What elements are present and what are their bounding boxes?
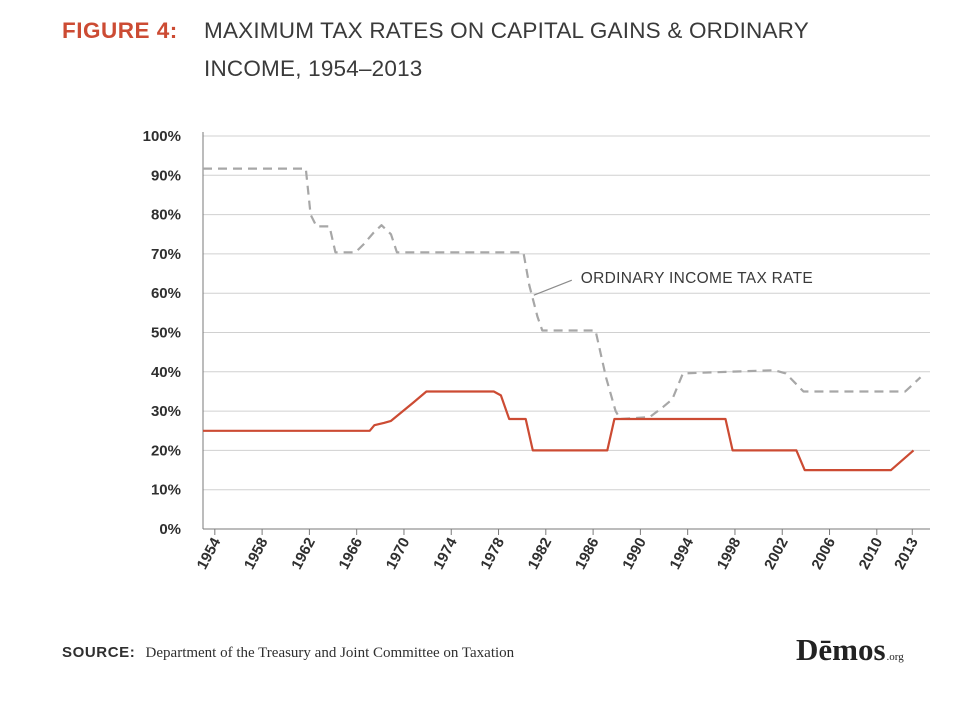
x-tick-label-1974: 1974 <box>430 534 461 572</box>
x-tick-label-1954: 1954 <box>194 534 225 572</box>
y-tick-label-80: 80% <box>151 207 181 224</box>
annotation-ordinary-income-label: ORDINARY INCOME TAX RATE <box>581 270 813 287</box>
x-tick-label-1970: 1970 <box>383 535 414 572</box>
logo-wordmark: Dēmos <box>796 632 886 667</box>
source-text: Department of the Treasury and Joint Com… <box>145 645 515 661</box>
axes <box>202 132 930 530</box>
y-tick-label-50: 50% <box>151 325 181 342</box>
demos-logo: Dēmos.org <box>796 632 904 668</box>
y-tick-label-0: 0% <box>159 521 181 538</box>
source-note: SOURCE: Department of the Treasury and J… <box>62 644 514 662</box>
figure-title-line-1: MAXIMUM TAX RATES ON CAPITAL GAINS & ORD… <box>204 18 809 43</box>
x-tick-label-1990: 1990 <box>619 535 650 572</box>
x-tick-label-2010: 2010 <box>856 535 887 572</box>
y-tick-label-60: 60% <box>151 285 181 302</box>
source-label: SOURCE: <box>62 644 136 661</box>
logo-suffix: .org <box>886 651 904 663</box>
x-tick-label-1958: 1958 <box>241 535 272 572</box>
figure-title-line-2: INCOME, 1954–2013 <box>204 56 423 81</box>
y-tick-label-30: 30% <box>151 403 181 420</box>
x-tick-label-2006: 2006 <box>808 535 839 572</box>
x-tick-label-1962: 1962 <box>288 535 319 572</box>
x-tick-label-1982: 1982 <box>525 535 556 572</box>
y-axis-ticks: 0% 10% 20% 30% 40% 50% 60% 70% 80% 90% 100% <box>143 128 181 538</box>
x-tick-label-1998: 1998 <box>714 535 745 572</box>
y-tick-label-20: 20% <box>151 442 181 459</box>
x-tick-label-1986: 1986 <box>572 535 603 572</box>
series-lines <box>203 167 922 472</box>
y-tick-label-90: 90% <box>151 167 181 184</box>
y-tick-label-10: 10% <box>151 482 181 499</box>
x-axis-ticks: 1954 1958 1962 1966 1970 1974 1978 1982 1986 1990… <box>194 529 922 572</box>
x-tick-label-1966: 1966 <box>336 535 367 572</box>
figure-label: FIGURE 4: <box>62 18 178 43</box>
x-tick-label-2002: 2002 <box>761 535 792 572</box>
annotation-leader-line <box>533 279 573 296</box>
x-tick-label-2013: 2013 <box>891 535 922 572</box>
annotations: ORDINARY INCOME TAX RATE <box>533 270 813 296</box>
x-tick-label-1994: 1994 <box>667 534 698 572</box>
ordinary-income-rate-line <box>203 167 922 421</box>
figure-title-text: MAXIMUM TAX RATES ON CAPITAL GAINS & ORD… <box>204 12 904 88</box>
y-tick-label-70: 70% <box>151 246 181 263</box>
y-tick-label-100: 100% <box>143 128 181 145</box>
capital-gains-rate-line <box>203 390 915 472</box>
y-tick-label-40: 40% <box>151 364 181 381</box>
gridlines <box>203 135 930 491</box>
x-tick-label-1978: 1978 <box>477 535 508 572</box>
